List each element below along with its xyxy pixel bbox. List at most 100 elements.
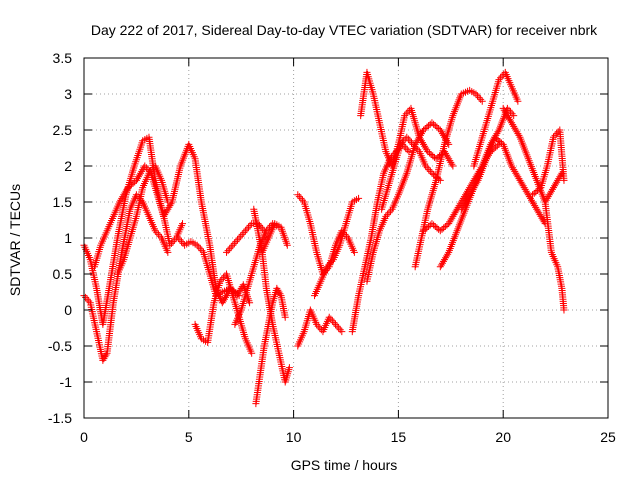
data-point-marker [425, 122, 433, 130]
data-point-marker [554, 176, 562, 184]
data-point-marker [553, 130, 561, 138]
data-point-marker [223, 248, 231, 256]
data-point-marker [226, 245, 234, 253]
data-point-marker [428, 169, 436, 177]
data-point-marker [546, 189, 554, 197]
data-point-marker [132, 176, 140, 184]
data-point-marker [166, 241, 174, 249]
data-point-marker [512, 126, 520, 134]
data-point-marker [428, 119, 436, 127]
data-point-marker [466, 191, 474, 199]
data-point-marker [327, 315, 335, 323]
data-point-marker [424, 148, 432, 156]
data-point-marker [444, 153, 452, 161]
data-point-marker [556, 173, 564, 181]
data-point-marker [403, 146, 411, 154]
data-point-marker [382, 212, 390, 220]
y-tick-label: 0.5 [53, 266, 73, 282]
data-point-marker [507, 117, 515, 125]
data-point-marker [100, 355, 108, 363]
data-point-marker [439, 257, 447, 265]
data-point-marker [383, 211, 391, 219]
data-point-marker [470, 184, 478, 192]
y-tick-label: 0 [64, 302, 72, 318]
data-point-marker [447, 216, 455, 224]
data-point-marker [328, 257, 336, 265]
data-point-marker [427, 150, 435, 158]
data-point-marker [420, 140, 428, 148]
y-tick-label: 3 [64, 86, 72, 102]
y-axis-title: SDTVAR / TECUs [7, 184, 23, 296]
data-point-marker [519, 182, 527, 190]
data-point-marker [501, 108, 509, 116]
y-tick-label: 1 [64, 230, 72, 246]
data-point-marker [477, 95, 485, 103]
data-point-marker [179, 220, 187, 228]
data-point-marker [335, 324, 343, 332]
data-point-marker [415, 133, 423, 141]
x-tick-labels: 0 5 10 15 20 25 [80, 429, 616, 445]
data-point-marker [438, 130, 446, 138]
series-s8 [252, 284, 289, 408]
data-point-marker [478, 97, 486, 105]
data-point-marker [475, 94, 483, 102]
data-point-marker [545, 191, 553, 199]
data-point-marker [219, 297, 227, 305]
data-point-marker [232, 238, 240, 246]
data-point-marker [122, 187, 130, 195]
data-point-marker [441, 256, 449, 264]
data-point-marker [505, 115, 513, 123]
data-point-marker [425, 149, 433, 157]
data-point-marker [238, 230, 246, 238]
data-point-marker [492, 131, 500, 139]
data-point-marker [438, 259, 446, 267]
data-point-marker [459, 202, 467, 210]
data-point-marker [518, 180, 526, 188]
data-point-marker [442, 254, 450, 262]
data-point-marker [220, 295, 228, 303]
data-point-marker [412, 144, 420, 152]
data-point-marker [421, 225, 429, 233]
data-point-marker [474, 92, 482, 100]
x-tick-label: 20 [495, 429, 511, 445]
data-point-marker [295, 193, 303, 201]
data-point-marker [500, 106, 508, 114]
data-point-marker [246, 221, 254, 229]
x-tick-label: 10 [286, 429, 302, 445]
data-point-marker [448, 160, 456, 168]
series-s11 [294, 306, 346, 350]
data-point-marker [85, 297, 93, 305]
data-point-marker [166, 202, 174, 210]
data-point-marker [436, 263, 444, 271]
series-s25 [114, 162, 172, 278]
data-point-marker [550, 133, 558, 141]
series-s4 [174, 234, 254, 307]
data-point-marker [246, 299, 254, 307]
data-point-marker [243, 225, 251, 233]
data-point-marker [153, 229, 161, 237]
data-point-marker [154, 230, 162, 238]
data-point-marker [499, 104, 507, 112]
data-point-marker [248, 349, 256, 357]
data-point-marker [492, 135, 500, 143]
y-tick-label: -1.5 [48, 410, 72, 426]
data-point-marker [511, 167, 519, 175]
series-s22 [499, 104, 566, 206]
data-point-marker [537, 212, 545, 220]
y-tick-label: 2.5 [53, 122, 73, 138]
data-point-marker [451, 209, 459, 217]
y-tick-label: 2 [64, 158, 72, 174]
data-point-marker [436, 227, 444, 235]
data-point-marker [283, 241, 291, 249]
data-point-marker [330, 319, 338, 327]
data-point-marker [156, 232, 164, 240]
data-point-marker [495, 76, 503, 84]
data-point-marker [560, 306, 568, 314]
data-point-marker [297, 194, 305, 202]
data-point-marker [430, 221, 438, 229]
data-point-marker [133, 175, 141, 183]
data-point-marker [420, 227, 428, 235]
data-point-marker [193, 241, 201, 249]
data-point-marker [525, 193, 533, 201]
